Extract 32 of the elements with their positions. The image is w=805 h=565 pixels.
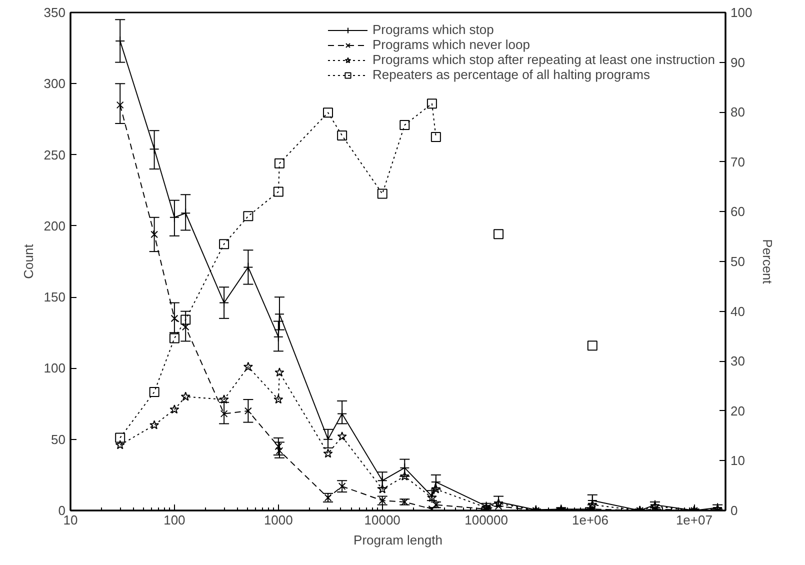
x-tick-label: 1e+06: [572, 512, 609, 528]
y-tick-label: 50: [51, 432, 66, 447]
x-tick-label: 1e+07: [676, 512, 712, 528]
y-tick-label: 100: [44, 360, 66, 376]
y2-tick-label: 10: [730, 453, 745, 468]
x-tick-label: 10000: [364, 512, 400, 528]
legend-label: Programs which stop: [372, 22, 494, 37]
y-axis-title: Count: [20, 244, 36, 279]
y2-tick-label: 70: [730, 154, 745, 170]
y-tick-label: 0: [58, 503, 66, 518]
y2-tick-label: 60: [730, 204, 745, 220]
y-tick-label: 250: [44, 147, 66, 162]
x-tick-label: 100: [164, 512, 186, 528]
y-tick-label: 350: [44, 5, 66, 20]
y2-tick-label: 50: [730, 254, 745, 269]
y2-tick-label: 20: [730, 403, 745, 418]
y-tick-label: 300: [44, 76, 66, 92]
legend-label: Repeaters as percentage of all halting programs: [372, 67, 650, 82]
x-axis-title: Program length: [354, 532, 442, 548]
x-tick-label: 1000: [264, 512, 293, 528]
y2-tick-label: 100: [730, 5, 752, 20]
y2-tick-label: 40: [730, 304, 745, 319]
y2-tick-label: 0: [730, 503, 738, 518]
legend-label: Programs which stop after repeating at least one instruction: [372, 52, 715, 67]
y2-tick-label: 90: [730, 54, 745, 70]
y-tick-label: 150: [44, 290, 66, 305]
y2-axis-title: Percent: [760, 239, 776, 284]
x-tick-label: 100000: [464, 512, 508, 528]
y2-tick-label: 30: [730, 354, 745, 369]
y2-tick-label: 80: [730, 104, 745, 120]
y-tick-label: 200: [44, 218, 66, 234]
legend-label: Programs which never loop: [372, 37, 530, 52]
